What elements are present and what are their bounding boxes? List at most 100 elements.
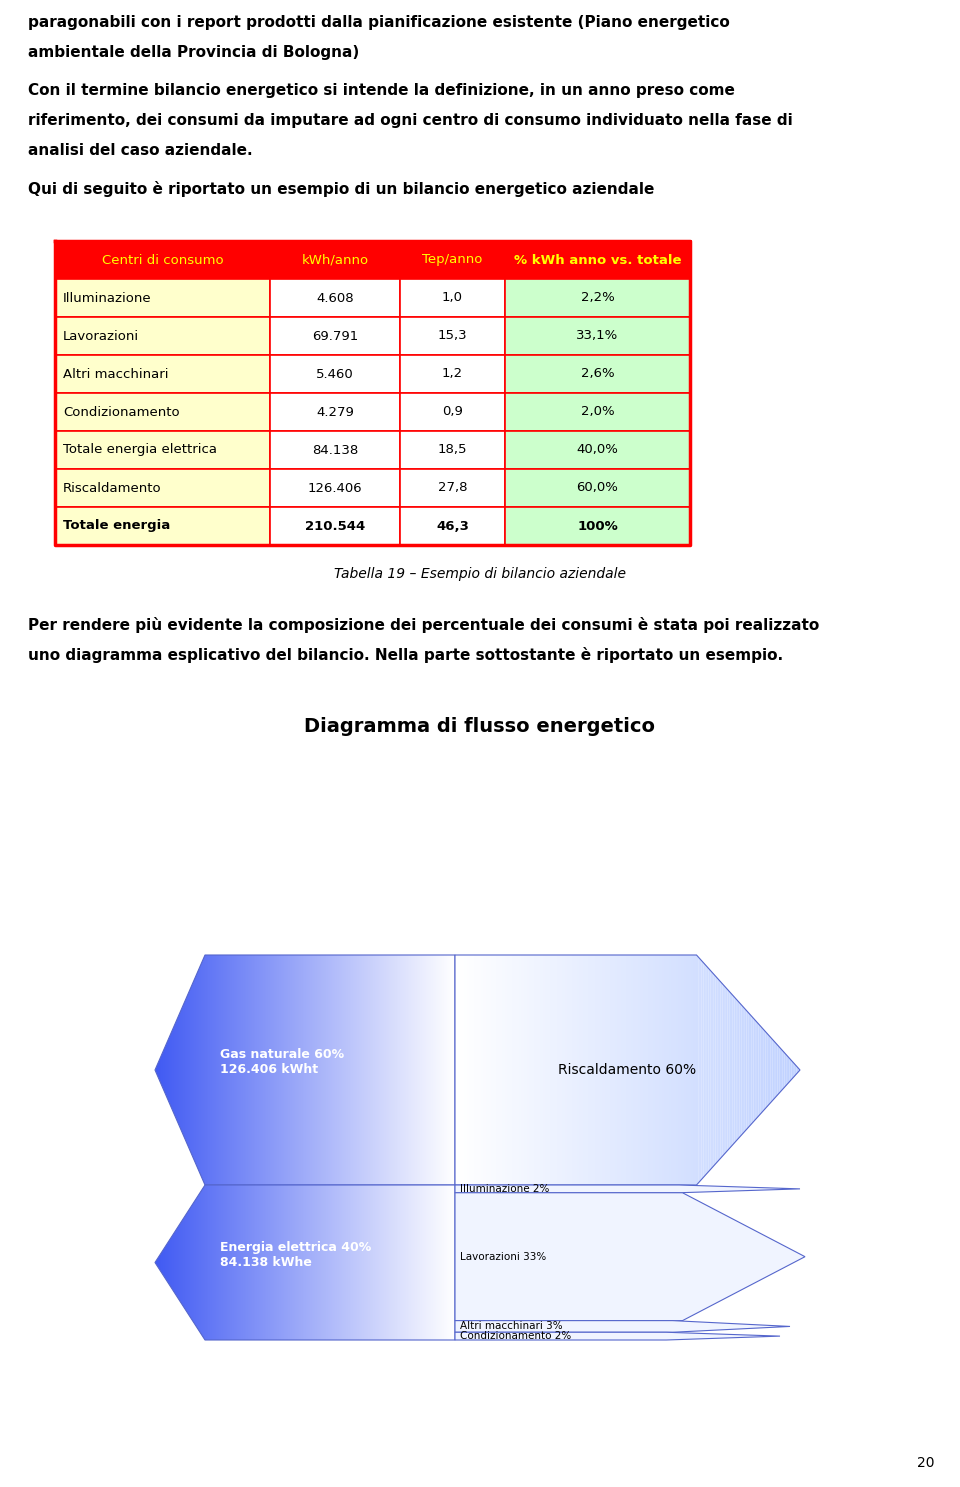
Polygon shape [196, 974, 197, 1167]
Polygon shape [405, 1185, 406, 1340]
Text: Totale energia elettrica: Totale energia elettrica [63, 443, 217, 457]
Polygon shape [441, 1185, 442, 1340]
Polygon shape [353, 955, 354, 1185]
Polygon shape [207, 1185, 208, 1340]
Polygon shape [261, 955, 262, 1185]
Polygon shape [161, 1252, 162, 1273]
Polygon shape [55, 317, 270, 355]
Polygon shape [354, 1185, 355, 1340]
Polygon shape [588, 955, 589, 1185]
Polygon shape [423, 1185, 424, 1340]
Polygon shape [441, 955, 442, 1185]
Polygon shape [390, 1185, 391, 1340]
Polygon shape [442, 1185, 443, 1340]
Polygon shape [276, 1185, 277, 1340]
Polygon shape [265, 955, 266, 1185]
Polygon shape [457, 955, 459, 1185]
Polygon shape [236, 955, 237, 1185]
Polygon shape [399, 1185, 400, 1340]
Polygon shape [306, 955, 307, 1185]
Polygon shape [350, 1185, 351, 1340]
Polygon shape [197, 1196, 198, 1329]
Polygon shape [313, 955, 314, 1185]
Polygon shape [411, 1185, 412, 1340]
Polygon shape [384, 955, 385, 1185]
Polygon shape [452, 955, 453, 1185]
Polygon shape [464, 955, 466, 1185]
Polygon shape [215, 1185, 216, 1340]
Polygon shape [291, 1185, 292, 1340]
Polygon shape [762, 1028, 764, 1112]
Polygon shape [439, 1185, 440, 1340]
Polygon shape [398, 1185, 399, 1340]
Polygon shape [55, 468, 270, 507]
Polygon shape [415, 1185, 416, 1340]
Polygon shape [734, 998, 736, 1144]
Polygon shape [527, 955, 529, 1185]
Polygon shape [275, 1185, 276, 1340]
Polygon shape [342, 955, 343, 1185]
Polygon shape [213, 1185, 214, 1340]
Polygon shape [505, 468, 690, 507]
Polygon shape [309, 955, 310, 1185]
Polygon shape [424, 1185, 425, 1340]
Polygon shape [284, 955, 285, 1185]
Polygon shape [163, 1050, 164, 1090]
Polygon shape [652, 955, 654, 1185]
Polygon shape [564, 955, 565, 1185]
Polygon shape [193, 980, 194, 1160]
Polygon shape [339, 955, 340, 1185]
Polygon shape [440, 955, 441, 1185]
Polygon shape [435, 955, 436, 1185]
Polygon shape [329, 955, 330, 1185]
Polygon shape [479, 955, 481, 1185]
Polygon shape [185, 999, 186, 1142]
Polygon shape [758, 1025, 760, 1117]
Polygon shape [214, 955, 215, 1185]
Polygon shape [360, 955, 361, 1185]
Polygon shape [203, 1187, 204, 1338]
Polygon shape [242, 1185, 243, 1340]
Polygon shape [338, 955, 339, 1185]
Text: 5.460: 5.460 [316, 367, 354, 381]
Polygon shape [407, 1185, 408, 1340]
Polygon shape [380, 1185, 381, 1340]
Polygon shape [346, 1185, 347, 1340]
Polygon shape [589, 955, 591, 1185]
Text: % kWh anno vs. totale: % kWh anno vs. totale [514, 253, 682, 266]
Polygon shape [420, 955, 421, 1185]
Polygon shape [292, 1185, 293, 1340]
Polygon shape [388, 1185, 389, 1340]
Polygon shape [256, 1185, 257, 1340]
Polygon shape [259, 1185, 260, 1340]
Polygon shape [329, 1185, 330, 1340]
Polygon shape [400, 507, 505, 546]
Polygon shape [410, 1185, 411, 1340]
Polygon shape [249, 1185, 250, 1340]
Polygon shape [429, 955, 430, 1185]
Polygon shape [633, 955, 635, 1185]
Polygon shape [767, 1033, 769, 1106]
Polygon shape [449, 955, 450, 1185]
Polygon shape [730, 992, 731, 1148]
Polygon shape [352, 1185, 353, 1340]
Polygon shape [304, 1185, 305, 1340]
Polygon shape [181, 1008, 182, 1132]
Polygon shape [417, 955, 418, 1185]
Polygon shape [257, 1185, 258, 1340]
Polygon shape [412, 1185, 413, 1340]
Polygon shape [516, 955, 517, 1185]
Text: Tep/anno: Tep/anno [422, 253, 483, 266]
Polygon shape [411, 955, 412, 1185]
Polygon shape [541, 955, 543, 1185]
Text: 2,0%: 2,0% [581, 406, 614, 418]
Polygon shape [207, 955, 208, 1185]
Polygon shape [428, 1185, 429, 1340]
Polygon shape [198, 970, 199, 1172]
Polygon shape [367, 1185, 368, 1340]
Polygon shape [325, 955, 326, 1185]
Polygon shape [244, 1185, 245, 1340]
Polygon shape [455, 1320, 790, 1332]
Polygon shape [172, 1234, 173, 1291]
Polygon shape [187, 995, 188, 1146]
